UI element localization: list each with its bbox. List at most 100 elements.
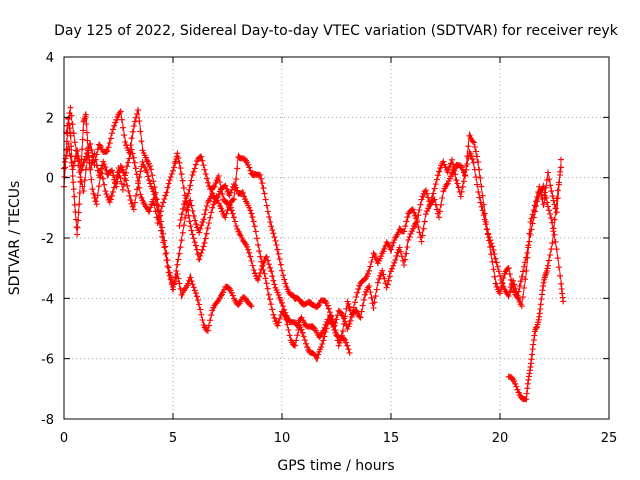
data-point bbox=[152, 189, 159, 196]
data-point bbox=[161, 195, 168, 202]
data-point bbox=[185, 190, 192, 197]
y-tick-label: -6 bbox=[41, 353, 54, 368]
data-point bbox=[544, 265, 551, 272]
data-point bbox=[80, 188, 87, 194]
data-point bbox=[513, 383, 520, 390]
data-point bbox=[148, 166, 155, 173]
data-point bbox=[401, 262, 408, 268]
data-point bbox=[175, 275, 182, 282]
data-point bbox=[150, 178, 157, 185]
data-point bbox=[442, 164, 449, 171]
data-point bbox=[189, 172, 196, 178]
data-point bbox=[94, 192, 101, 199]
data-point bbox=[509, 282, 515, 289]
data-point bbox=[227, 204, 234, 211]
data-point bbox=[107, 135, 114, 142]
data-point bbox=[344, 342, 351, 349]
data-point bbox=[394, 249, 401, 256]
data-point bbox=[548, 246, 555, 253]
data-point bbox=[247, 167, 254, 174]
data-point bbox=[381, 245, 388, 252]
data-point bbox=[267, 264, 273, 271]
data-point bbox=[198, 222, 205, 229]
data-point bbox=[490, 266, 497, 273]
data-point bbox=[246, 164, 253, 171]
data-point bbox=[89, 152, 96, 159]
data-point bbox=[348, 313, 355, 320]
data-point bbox=[201, 211, 208, 218]
data-point bbox=[69, 121, 76, 128]
data-point bbox=[109, 130, 115, 137]
data-point bbox=[121, 181, 127, 188]
data-point bbox=[535, 194, 542, 200]
data-point bbox=[440, 158, 447, 165]
data-point bbox=[112, 179, 119, 186]
data-point bbox=[245, 161, 252, 168]
data-point bbox=[537, 301, 544, 308]
data-point bbox=[261, 270, 268, 277]
data-point bbox=[367, 289, 374, 295]
data-point bbox=[464, 161, 471, 167]
data-point bbox=[194, 246, 200, 253]
data-point bbox=[233, 176, 240, 183]
data-point bbox=[265, 261, 272, 268]
x-axis-label: GPS time / hours bbox=[277, 458, 394, 474]
data-point bbox=[275, 251, 282, 257]
data-point bbox=[226, 192, 233, 199]
data-point bbox=[215, 173, 222, 179]
data-point bbox=[489, 258, 496, 265]
data-point bbox=[69, 173, 76, 179]
x-tick-label: 10 bbox=[274, 431, 291, 446]
data-point bbox=[526, 370, 533, 377]
data-point bbox=[163, 189, 170, 196]
data-point bbox=[244, 243, 251, 250]
data-point bbox=[451, 166, 458, 173]
data-point bbox=[440, 188, 447, 195]
data-point bbox=[268, 301, 275, 308]
data-point bbox=[265, 291, 272, 298]
data-point bbox=[176, 250, 183, 257]
x-tick-labels: 0 5 10 15 20 25 bbox=[60, 431, 617, 446]
data-point bbox=[190, 284, 197, 291]
data-point bbox=[84, 137, 91, 144]
data-point bbox=[198, 311, 205, 318]
data-point bbox=[185, 280, 192, 287]
data-point bbox=[527, 364, 534, 371]
data-point bbox=[179, 205, 186, 212]
data-point bbox=[519, 294, 526, 301]
data-point bbox=[206, 322, 212, 329]
data-point bbox=[433, 176, 440, 183]
data-point bbox=[331, 327, 338, 333]
data-point bbox=[147, 180, 154, 187]
data-point bbox=[360, 296, 367, 303]
data-point bbox=[264, 285, 271, 292]
data-point bbox=[416, 229, 423, 236]
data-point bbox=[298, 326, 305, 333]
data-point bbox=[196, 229, 203, 236]
data-point bbox=[189, 231, 196, 238]
data-point bbox=[304, 344, 311, 351]
data-point bbox=[216, 179, 223, 185]
x-tick-label: 5 bbox=[169, 431, 177, 446]
data-point bbox=[91, 161, 98, 168]
data-point bbox=[402, 223, 409, 230]
data-point bbox=[110, 126, 116, 133]
data-point bbox=[427, 201, 434, 208]
data-point bbox=[515, 288, 522, 295]
data-point bbox=[75, 217, 82, 224]
data-point bbox=[275, 319, 282, 326]
data-point bbox=[248, 303, 255, 310]
data-point bbox=[104, 147, 111, 154]
data-point bbox=[560, 298, 567, 305]
data-point bbox=[450, 161, 457, 168]
data-point bbox=[70, 130, 77, 137]
data-point bbox=[93, 151, 100, 158]
data-point bbox=[449, 156, 455, 163]
data-point bbox=[247, 207, 254, 214]
data-point bbox=[130, 206, 137, 213]
data-point bbox=[64, 130, 71, 137]
data-point bbox=[403, 250, 410, 257]
data-point bbox=[372, 254, 379, 260]
data-point bbox=[176, 222, 183, 229]
data-point bbox=[213, 194, 220, 201]
